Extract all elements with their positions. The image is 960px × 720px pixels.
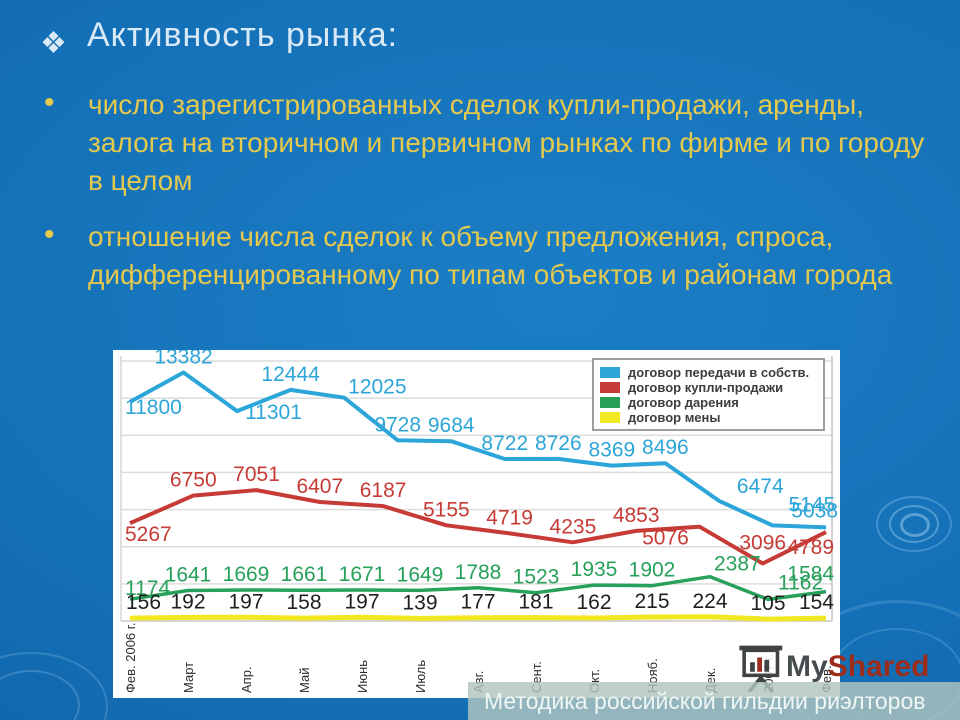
data-label: 12444 (261, 363, 320, 386)
data-label: 1671 (339, 563, 386, 586)
data-label: 8369 (588, 439, 635, 462)
slide-title: Активность рынка: (87, 16, 399, 54)
bullet-text-2: отношение числа сделок к объему предложе… (88, 221, 893, 290)
market-activity-line-chart: Фев. 2006 г.МартАпр.МайИюньИюльАвг.Сент.… (113, 350, 840, 698)
legend-item: договор передачи в собств. (600, 364, 817, 380)
data-label: 181 (518, 591, 553, 614)
data-label: 8726 (535, 432, 582, 455)
data-label: 1174 (125, 577, 170, 600)
data-label: 139 (402, 591, 437, 614)
x-axis-label: Июль (413, 660, 428, 693)
bullet-text-1: число зарегистрированных сделок купли-пр… (88, 89, 925, 196)
data-label: 1641 (165, 564, 212, 587)
series-line-1 (129, 488, 827, 566)
data-label: 6187 (360, 479, 407, 502)
bullet-item-1: • число зарегистрированных сделок купли-… (44, 86, 930, 200)
data-label: 4789 (787, 536, 834, 559)
data-label: 197 (228, 590, 263, 613)
data-label: 11301 (245, 401, 302, 424)
bullet-dot-icon: • (44, 86, 55, 119)
data-label: 8722 (481, 432, 528, 455)
data-label: 105 (750, 592, 785, 615)
data-label: 177 (460, 591, 495, 614)
bullet-item-2: • отношение числа сделок к объему предло… (44, 218, 930, 294)
data-label: 1661 (281, 563, 328, 586)
data-label: 5267 (125, 523, 172, 546)
myshared-text-my: My (786, 650, 828, 683)
legend-item: договор купли-продажи (600, 379, 817, 395)
data-label: 5038 (791, 499, 838, 522)
data-label: 192 (170, 590, 205, 613)
legend-label: договор мены (628, 409, 721, 425)
water-ripple-decoration (900, 513, 930, 537)
diamond-bullet-icon: ❖ (40, 27, 67, 60)
series-line-2 (129, 574, 827, 602)
x-axis-label: Апр. (239, 666, 254, 693)
data-label: 6407 (296, 475, 343, 498)
chart-legend: договор передачи в собств. договор купли-… (592, 358, 825, 431)
legend-swatch (600, 411, 620, 423)
data-label: 9684 (428, 414, 475, 437)
legend-swatch (600, 396, 620, 408)
data-label: 215 (634, 590, 669, 613)
data-label: 1788 (455, 561, 502, 584)
data-label: 4235 (550, 515, 597, 538)
data-label: 156 (126, 591, 161, 614)
myshared-text-shared: Shared (827, 650, 930, 683)
data-label: 1162 (778, 571, 823, 594)
chart-canvas: Фев. 2006 г.МартАпр.МайИюньИюльАвг.Сент.… (120, 350, 838, 693)
data-label: 1902 (629, 559, 676, 582)
legend-label: договор дарения (628, 394, 739, 410)
data-label: 4719 (486, 506, 533, 529)
data-label: 224 (692, 590, 727, 613)
data-label: 12025 (348, 376, 406, 399)
series-line-0 (129, 370, 827, 530)
legend-swatch (600, 366, 620, 378)
data-label: 13382 (154, 350, 212, 368)
x-axis-label: Фев. 2006 г. (123, 622, 138, 693)
data-label: 7051 (233, 463, 280, 486)
caption-bar: Методика российской гильдии риэлторов (468, 682, 960, 720)
data-label: 6474 (737, 475, 784, 498)
data-label: 2387 (714, 553, 761, 576)
data-label: 158 (286, 591, 321, 614)
series-line-3 (129, 614, 827, 622)
water-ripple-decoration (0, 670, 80, 720)
data-label: 4853 (613, 504, 660, 527)
legend-item: договор дарения (600, 394, 817, 410)
water-ripple-decoration (889, 505, 939, 543)
x-axis-label: Июнь (355, 660, 370, 693)
data-label: 1669 (223, 563, 270, 586)
x-axis-label: Март (181, 662, 196, 693)
data-label: 1584 (787, 563, 834, 586)
data-label: 1935 (571, 558, 618, 581)
data-label: 5155 (423, 498, 470, 521)
data-label: 154 (799, 591, 834, 614)
legend-item: договор мены (600, 409, 817, 425)
legend-label: договор передачи в собств. (628, 364, 810, 380)
bullet-dot-icon: • (44, 218, 55, 251)
data-label: 5076 (642, 527, 689, 550)
data-label: 1523 (513, 566, 560, 589)
data-label: 162 (576, 591, 611, 614)
water-ripple-decoration (0, 652, 108, 720)
legend-label: договор купли-продажи (628, 379, 784, 395)
water-ripple-decoration (876, 496, 952, 552)
legend-swatch (600, 381, 620, 393)
x-axis-label: Май (297, 668, 312, 693)
data-label: 5145 (788, 493, 835, 516)
data-label: 9728 (374, 413, 421, 436)
caption-text: Методика российской гильдии риэлторов (484, 687, 926, 714)
data-label: 197 (344, 590, 379, 613)
data-label: 3096 (739, 532, 786, 555)
data-label: 6750 (170, 469, 217, 492)
data-label: 8496 (642, 436, 689, 459)
data-label: 1649 (397, 563, 444, 586)
data-label: 11800 (125, 396, 182, 419)
